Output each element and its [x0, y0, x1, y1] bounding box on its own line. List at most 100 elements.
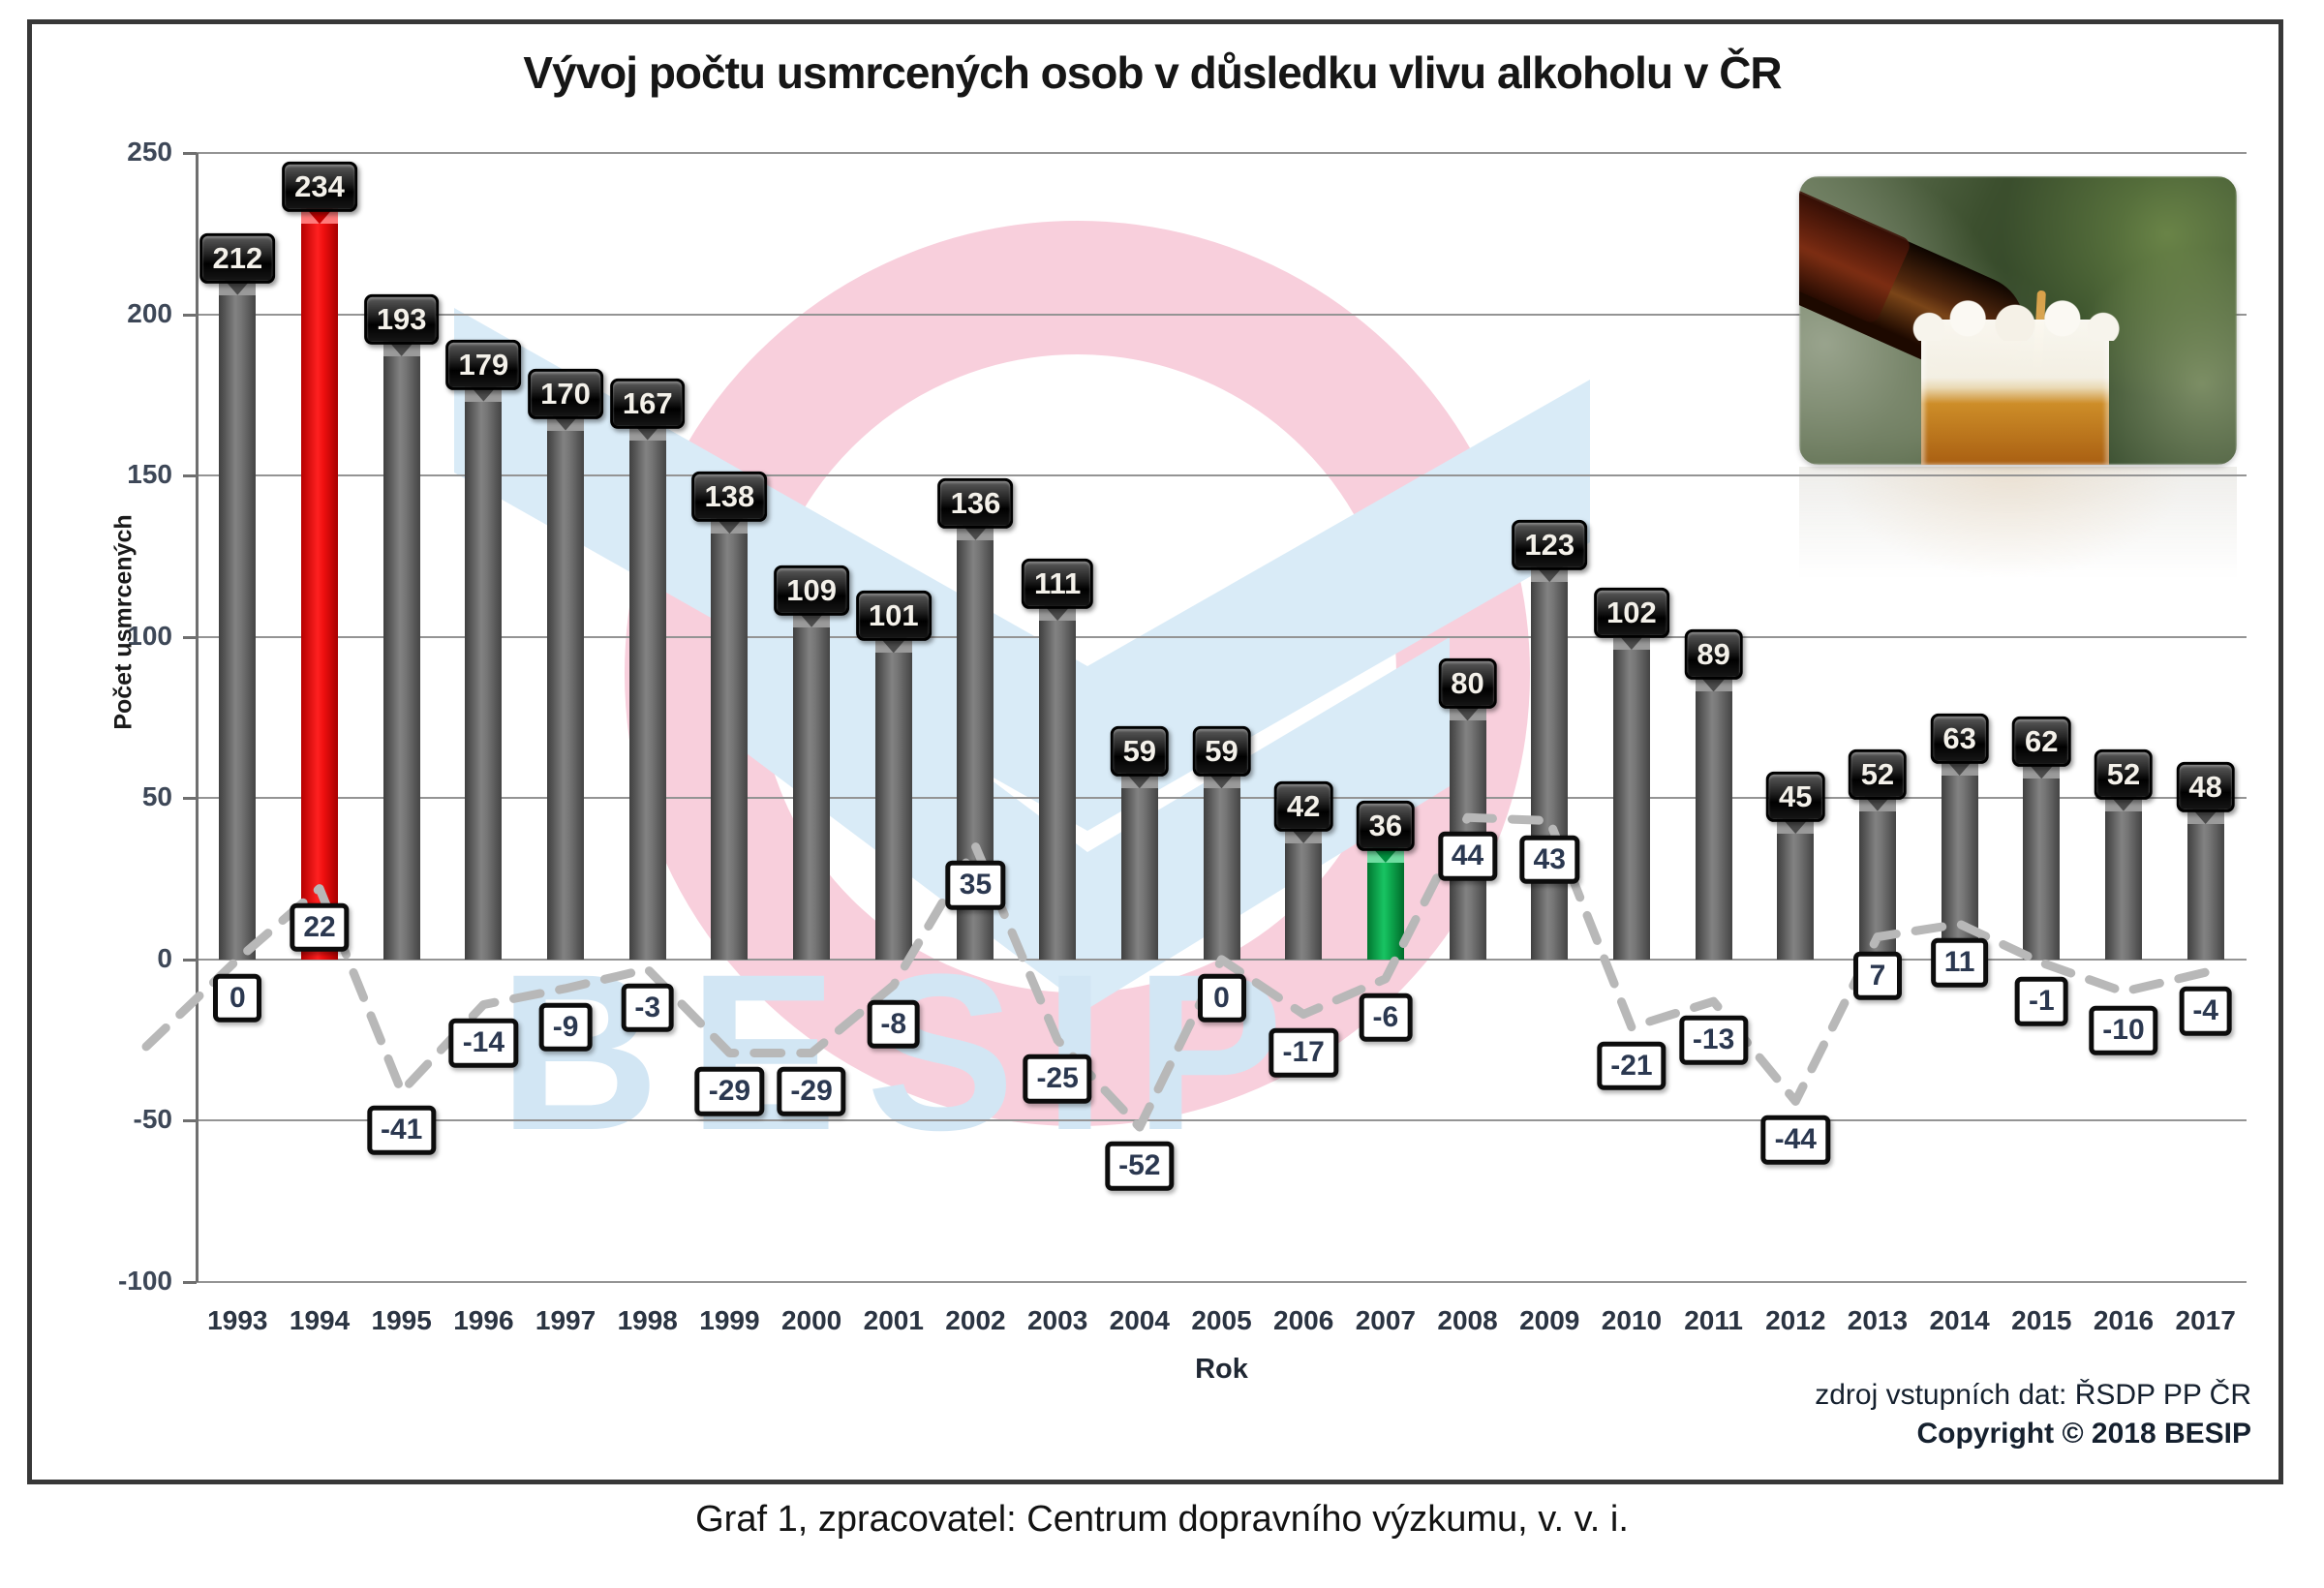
year-label: 2001 [863, 1305, 924, 1335]
diff-value-label: 0 [213, 973, 262, 1023]
year-label: 2006 [1273, 1305, 1334, 1335]
figure-caption: Graf 1, zpracovatel: Centrum dopravního … [695, 1499, 1629, 1540]
diff-value-label: -10 [2089, 1005, 2158, 1055]
bar [1777, 813, 1815, 960]
y-tick-mark [183, 1281, 197, 1284]
bar [1366, 842, 1404, 960]
bar-value-label: 111 [1021, 558, 1094, 610]
bar [547, 411, 585, 960]
bar [1941, 755, 1978, 960]
diff-value-label: -29 [777, 1067, 846, 1116]
beer-photo-reflection [1799, 467, 2237, 610]
bar-value-label: 48 [2176, 761, 2235, 812]
grid-line [197, 152, 2247, 154]
y-tick-label: 250 [127, 137, 172, 167]
year-label: 2016 [2093, 1305, 2155, 1335]
diff-value-label: -14 [448, 1019, 519, 1068]
year-label: 1997 [535, 1305, 596, 1335]
bar-value-label: 123 [1512, 519, 1588, 571]
bar-value-label: 167 [609, 378, 686, 429]
bar [465, 382, 503, 960]
bar-value-label: 109 [774, 565, 849, 616]
grid-line [197, 1281, 2247, 1283]
year-label: 2000 [780, 1305, 842, 1335]
bar-value-label: 80 [1438, 658, 1497, 710]
year-label: 1996 [453, 1305, 514, 1335]
year-label: 2011 [1684, 1305, 1743, 1335]
bar [219, 275, 257, 960]
diff-value-label: -9 [538, 1002, 593, 1053]
year-label: 2005 [1191, 1305, 1252, 1335]
y-axis-line [196, 153, 199, 1282]
bar-value-label: 59 [1192, 726, 1251, 778]
bar-value-label: 52 [2094, 748, 2154, 800]
year-label: 2014 [1929, 1305, 1990, 1335]
source-note: zdroj vstupních dat: ŘSDP PP ČR [1815, 1379, 2251, 1411]
chart-title: Vývoj počtu usmrcených osob v důsledku v… [523, 47, 1782, 98]
grid-line [197, 635, 2247, 638]
y-tick-label: 200 [127, 297, 172, 328]
grid-line [197, 313, 2247, 316]
year-label: 2009 [1519, 1305, 1580, 1335]
diff-value-label: -21 [1597, 1041, 1667, 1091]
x-axis-title: Rok [1195, 1354, 1248, 1385]
diff-value-label: 22 [290, 902, 350, 952]
y-axis-title: Počet usmrcených [109, 514, 138, 730]
diff-value-label: -13 [1678, 1015, 1749, 1065]
diff-value-label: -41 [367, 1106, 437, 1155]
bar [301, 204, 339, 960]
bar-value-label: 234 [282, 162, 357, 213]
diff-value-label: -1 [2014, 976, 2068, 1026]
year-label: 2015 [2011, 1305, 2072, 1335]
diff-value-label: -3 [621, 983, 675, 1033]
bar [1039, 601, 1077, 960]
y-tick-label: 100 [127, 620, 172, 651]
bar [1695, 672, 1732, 960]
diff-value-label: -8 [867, 999, 921, 1049]
diff-value-label: -25 [1023, 1054, 1092, 1104]
bar [1858, 791, 1896, 960]
bar [1285, 823, 1323, 960]
year-label: 1998 [617, 1305, 678, 1335]
besip-watermark-text: BESIP [499, 928, 1313, 1176]
year-label: 2012 [1765, 1305, 1826, 1335]
y-tick-mark [183, 152, 197, 155]
diff-value-label: -6 [1359, 992, 1413, 1043]
grid-line [197, 474, 2247, 477]
beer-glass [1921, 320, 2109, 465]
bar [1531, 563, 1569, 960]
bar-value-label: 42 [1273, 780, 1333, 832]
year-label: 1994 [289, 1305, 351, 1335]
bar-value-label: 212 [199, 232, 276, 284]
y-tick-mark [183, 1119, 197, 1123]
bar-value-label: 102 [1594, 587, 1669, 639]
diff-value-label: 44 [1437, 832, 1498, 881]
bar-value-label: 138 [691, 472, 768, 523]
diff-value-label: -17 [1269, 1028, 1338, 1078]
year-label: 1999 [699, 1305, 760, 1335]
diff-value-label: -52 [1105, 1141, 1175, 1191]
year-label: 1995 [371, 1305, 432, 1335]
bar-value-label: 59 [1110, 726, 1170, 778]
year-label: 1993 [207, 1305, 268, 1335]
bar-value-label: 193 [363, 293, 440, 345]
bar [874, 633, 912, 960]
year-label: 2007 [1355, 1305, 1417, 1335]
bar [1203, 769, 1240, 960]
year-label: 2004 [1109, 1305, 1170, 1335]
bar-value-label: 52 [1848, 748, 1908, 800]
diff-value-label: 35 [945, 861, 1006, 910]
bar-value-label: 45 [1766, 771, 1825, 822]
bar-value-label: 179 [445, 339, 522, 390]
bar [1612, 630, 1650, 960]
bar [1120, 769, 1158, 960]
copyright-note: Copyright © 2018 BESIP [1916, 1418, 2251, 1450]
bar-value-label: 62 [2012, 717, 2071, 768]
y-tick-label: -100 [117, 1266, 172, 1296]
bar-value-label: 63 [1930, 713, 1989, 764]
bar [1449, 701, 1486, 960]
bar-value-label: 36 [1356, 800, 1416, 851]
diff-value-label: 7 [1852, 951, 1902, 1000]
bar-value-label: 89 [1684, 629, 1743, 681]
